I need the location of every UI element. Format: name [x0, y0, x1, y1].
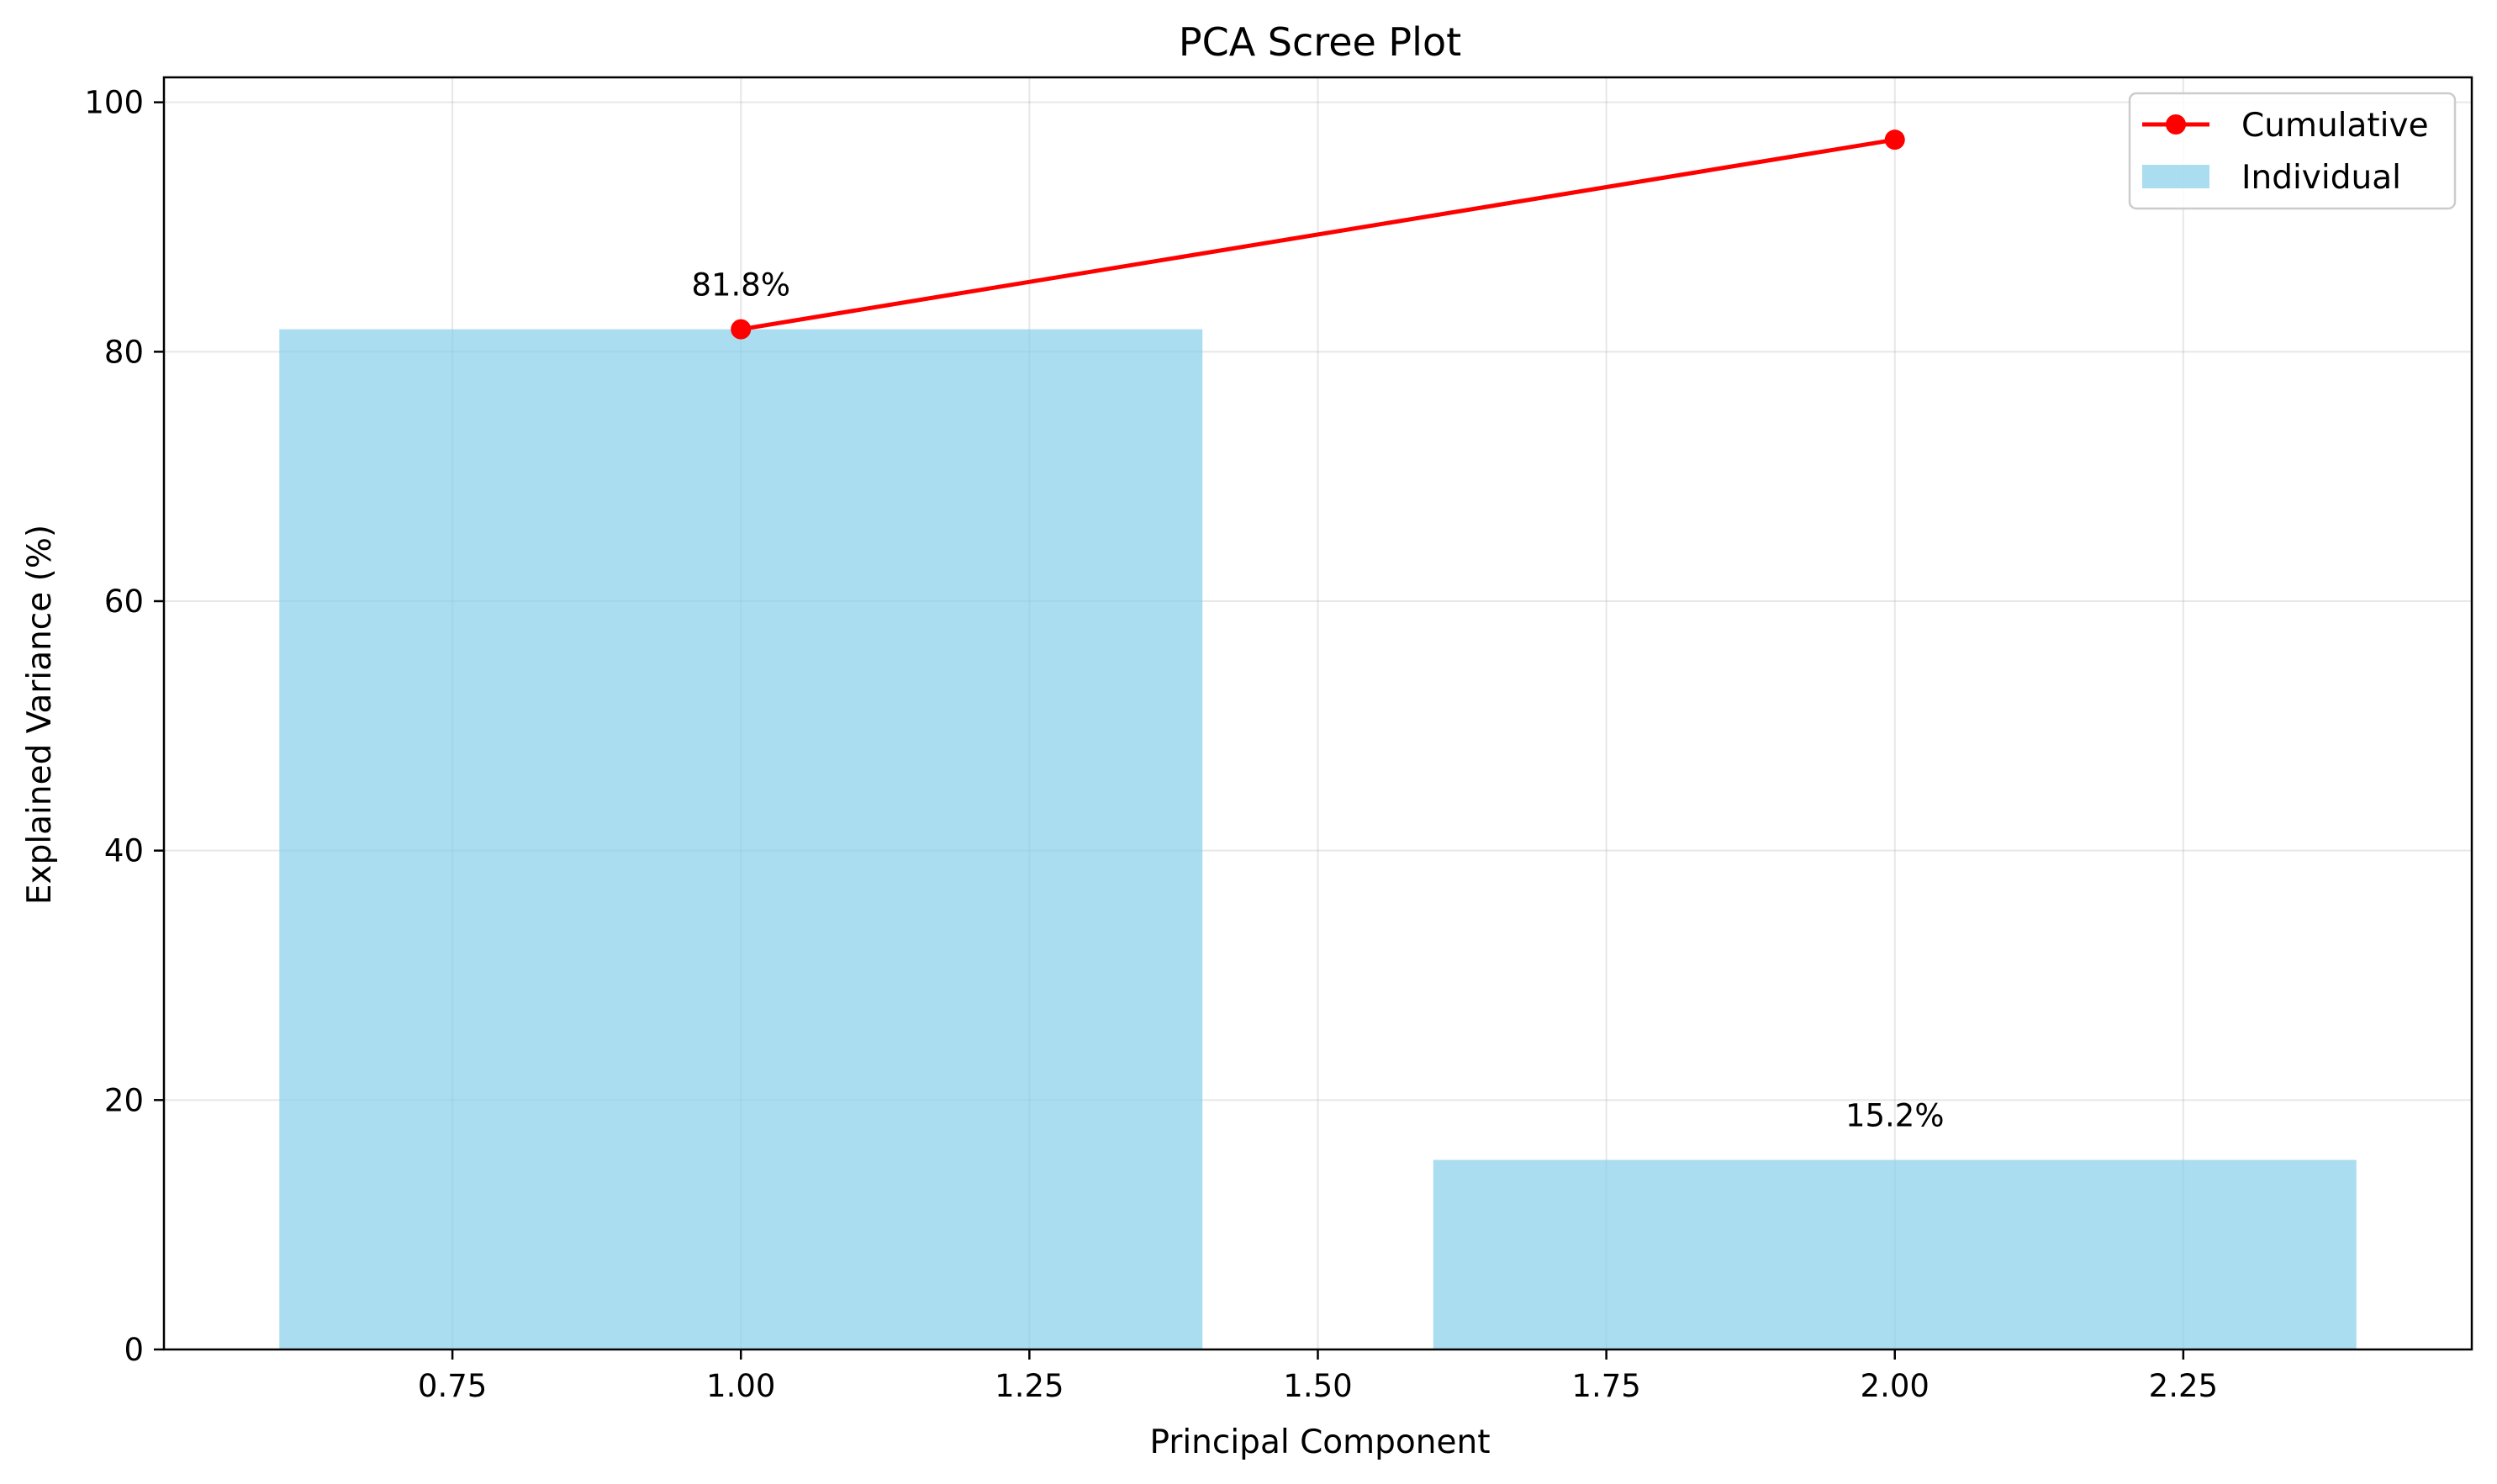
- legend-marker-cumulative: [2166, 114, 2186, 135]
- y-axis-ticks: 0 20 40 60 80 100: [84, 85, 164, 1368]
- bar-value-label: 15.2%: [1845, 1098, 1945, 1134]
- y-tick-label: 40: [104, 833, 144, 869]
- cumulative-line: [740, 137, 1896, 332]
- x-axis-ticks: 0.75 1.00 1.25 1.50 1.75 2.00 2.25: [418, 1349, 2218, 1404]
- chart-title: PCA Scree Plot: [1179, 19, 1461, 65]
- x-tick-label: 1.75: [1571, 1368, 1640, 1404]
- y-tick-label: 0: [124, 1332, 144, 1368]
- legend-label-cumulative: Cumulative: [2241, 107, 2429, 145]
- cumulative-point: [1884, 129, 1905, 151]
- x-tick-label: 2.00: [1861, 1368, 1930, 1404]
- bar-component-1: [279, 329, 1203, 1350]
- x-tick-label: 1.25: [995, 1368, 1064, 1404]
- y-tick-label: 20: [104, 1082, 144, 1118]
- y-tick-label: 60: [104, 584, 144, 620]
- legend-label-individual: Individual: [2241, 159, 2401, 197]
- bar-component-2: [1433, 1159, 2357, 1349]
- line-series-cumulative: [731, 129, 1905, 340]
- legend: Cumulative Individual: [2128, 92, 2457, 210]
- x-tick-label: 1.00: [706, 1368, 775, 1404]
- bar-series-individual: [279, 329, 2357, 1350]
- x-axis-label: Principal Component: [1149, 1423, 1490, 1461]
- y-tick-label: 80: [104, 334, 144, 370]
- bar-value-labels: 81.8% 15.2%: [691, 267, 1944, 1134]
- y-axis-label: Explained Variance (%): [21, 525, 59, 905]
- x-tick-label: 2.25: [2149, 1368, 2218, 1404]
- bar-value-label: 81.8%: [691, 267, 790, 304]
- cumulative-point: [731, 319, 752, 340]
- x-tick-label: 1.50: [1283, 1368, 1352, 1404]
- x-tick-label: 0.75: [418, 1368, 487, 1404]
- legend-swatch-individual: [2142, 165, 2209, 188]
- legend-box: [2128, 92, 2457, 210]
- y-tick-label: 100: [84, 85, 144, 121]
